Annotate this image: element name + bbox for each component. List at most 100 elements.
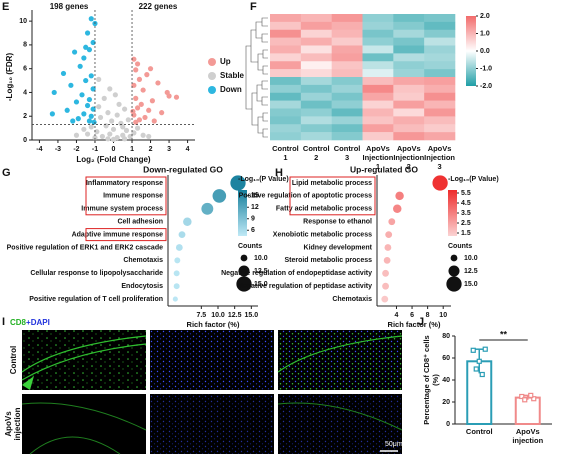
category-label: Negative regulation of endopeptidase act…: [221, 270, 372, 277]
point: [131, 56, 137, 62]
point: [110, 136, 117, 143]
colorbar: [466, 16, 476, 86]
heatmap-cell: [300, 61, 332, 70]
data-point: [482, 346, 488, 352]
image-texture: [278, 394, 402, 454]
heatmap-cell: [300, 21, 332, 31]
heatmap-cell: [331, 108, 363, 117]
panel-label: G: [2, 167, 11, 179]
heatmap-cell: [331, 21, 363, 31]
colorbar-label: 6: [251, 227, 255, 234]
x-tick-label: -1: [92, 146, 98, 153]
heatmap-cell: [270, 29, 302, 38]
x-tick-label: 6: [410, 312, 414, 319]
heatmap-cell: [331, 29, 363, 38]
point: [99, 133, 105, 140]
x-tick-label: injection: [512, 436, 543, 445]
heatmap-cell: [300, 29, 332, 38]
bubble: [201, 202, 214, 215]
point: [90, 39, 96, 46]
heatmap-cell: [362, 84, 394, 94]
category-label: Cellular response to lipopolysaccharide: [30, 270, 163, 277]
data-point: [519, 393, 525, 400]
point: [125, 117, 131, 123]
image-texture: [278, 330, 402, 390]
heatmap-cell: [331, 116, 363, 125]
y-tick-label: 60: [442, 355, 450, 362]
x-axis-label: Rich factor (%): [388, 320, 441, 329]
point: [144, 72, 150, 78]
heatmap-cell: [362, 21, 394, 31]
panel-label: H: [275, 167, 283, 179]
annotation: 222 genes: [139, 2, 178, 11]
category-label: Adaptive immune response: [72, 231, 164, 238]
size-legend-title: Counts: [448, 243, 472, 250]
category-label: Fatty acid metabolic process: [276, 206, 372, 213]
heatmap-cell: [331, 84, 363, 94]
heatmap-cell: [331, 92, 363, 101]
channel-dapi: +DAPI: [26, 318, 50, 327]
size-legend-label: 12.5: [254, 268, 268, 275]
heatmap-cell: [270, 108, 302, 117]
bubble: [382, 282, 389, 290]
point: [103, 123, 109, 129]
x-tick-label: Control: [466, 427, 493, 436]
x-tick-label: 15.0: [245, 312, 259, 319]
heatmap-cell: [270, 53, 302, 62]
panel-label: J: [418, 316, 424, 328]
point: [86, 47, 93, 53]
size-legend-label: 15.0: [464, 281, 478, 288]
heatmap-cell: [270, 45, 302, 54]
point: [84, 102, 91, 109]
heatmap-cell: [300, 53, 332, 62]
data-point: [473, 366, 479, 372]
point: [112, 92, 118, 98]
heatmap-cell: [362, 69, 394, 78]
size-legend-label: 15.0: [254, 281, 268, 288]
heatmap-cell: [424, 84, 456, 94]
tissue-edge: [21, 402, 147, 455]
heatmap-cell: [424, 116, 456, 125]
point: [146, 133, 152, 140]
column-label: ApoVs: [397, 144, 421, 153]
point: [64, 107, 70, 113]
heatmap-cell: [270, 14, 302, 23]
point: [123, 127, 130, 134]
chart-title: Down-regulated GO: [143, 164, 223, 174]
heatmap-cell: [393, 77, 425, 86]
point: [107, 131, 113, 137]
size-legend-label: 12.5: [464, 268, 478, 275]
category-label: Chemotaxis: [332, 296, 372, 303]
column-label: Injection: [424, 153, 455, 162]
point: [131, 130, 137, 136]
column-label: Injection: [362, 153, 393, 162]
size-legend-label: 10.0: [254, 255, 268, 262]
heatmap-cell: [331, 53, 363, 62]
point: [134, 125, 141, 131]
heatmap-cell: [424, 69, 456, 78]
heatmap-cell: [300, 124, 332, 133]
size-legend-marker: [236, 276, 252, 292]
point: [90, 86, 96, 92]
heatmap-cell: [393, 92, 425, 101]
bubble: [178, 231, 186, 239]
heatmap-cell: [270, 92, 302, 101]
category-label: Endocytosis: [121, 283, 163, 290]
category-label: Positive regulation of apoptotic process: [239, 193, 373, 200]
point: [136, 117, 143, 123]
heatmap-cell: [362, 45, 394, 54]
heatmap-cell: [331, 14, 363, 23]
heatmap-cell: [424, 37, 456, 46]
x-tick-label: 10.0: [211, 312, 225, 319]
image-apovs-cd8: [22, 394, 146, 454]
heatmap-cell: [300, 77, 332, 86]
point: [70, 118, 76, 124]
heatmap-cell: [362, 53, 394, 62]
column-label: 3: [345, 153, 349, 162]
x-tick-label: 2: [149, 146, 153, 153]
point: [147, 66, 154, 72]
highlight-box: [85, 228, 167, 242]
point: [91, 119, 97, 125]
point: [73, 132, 80, 138]
